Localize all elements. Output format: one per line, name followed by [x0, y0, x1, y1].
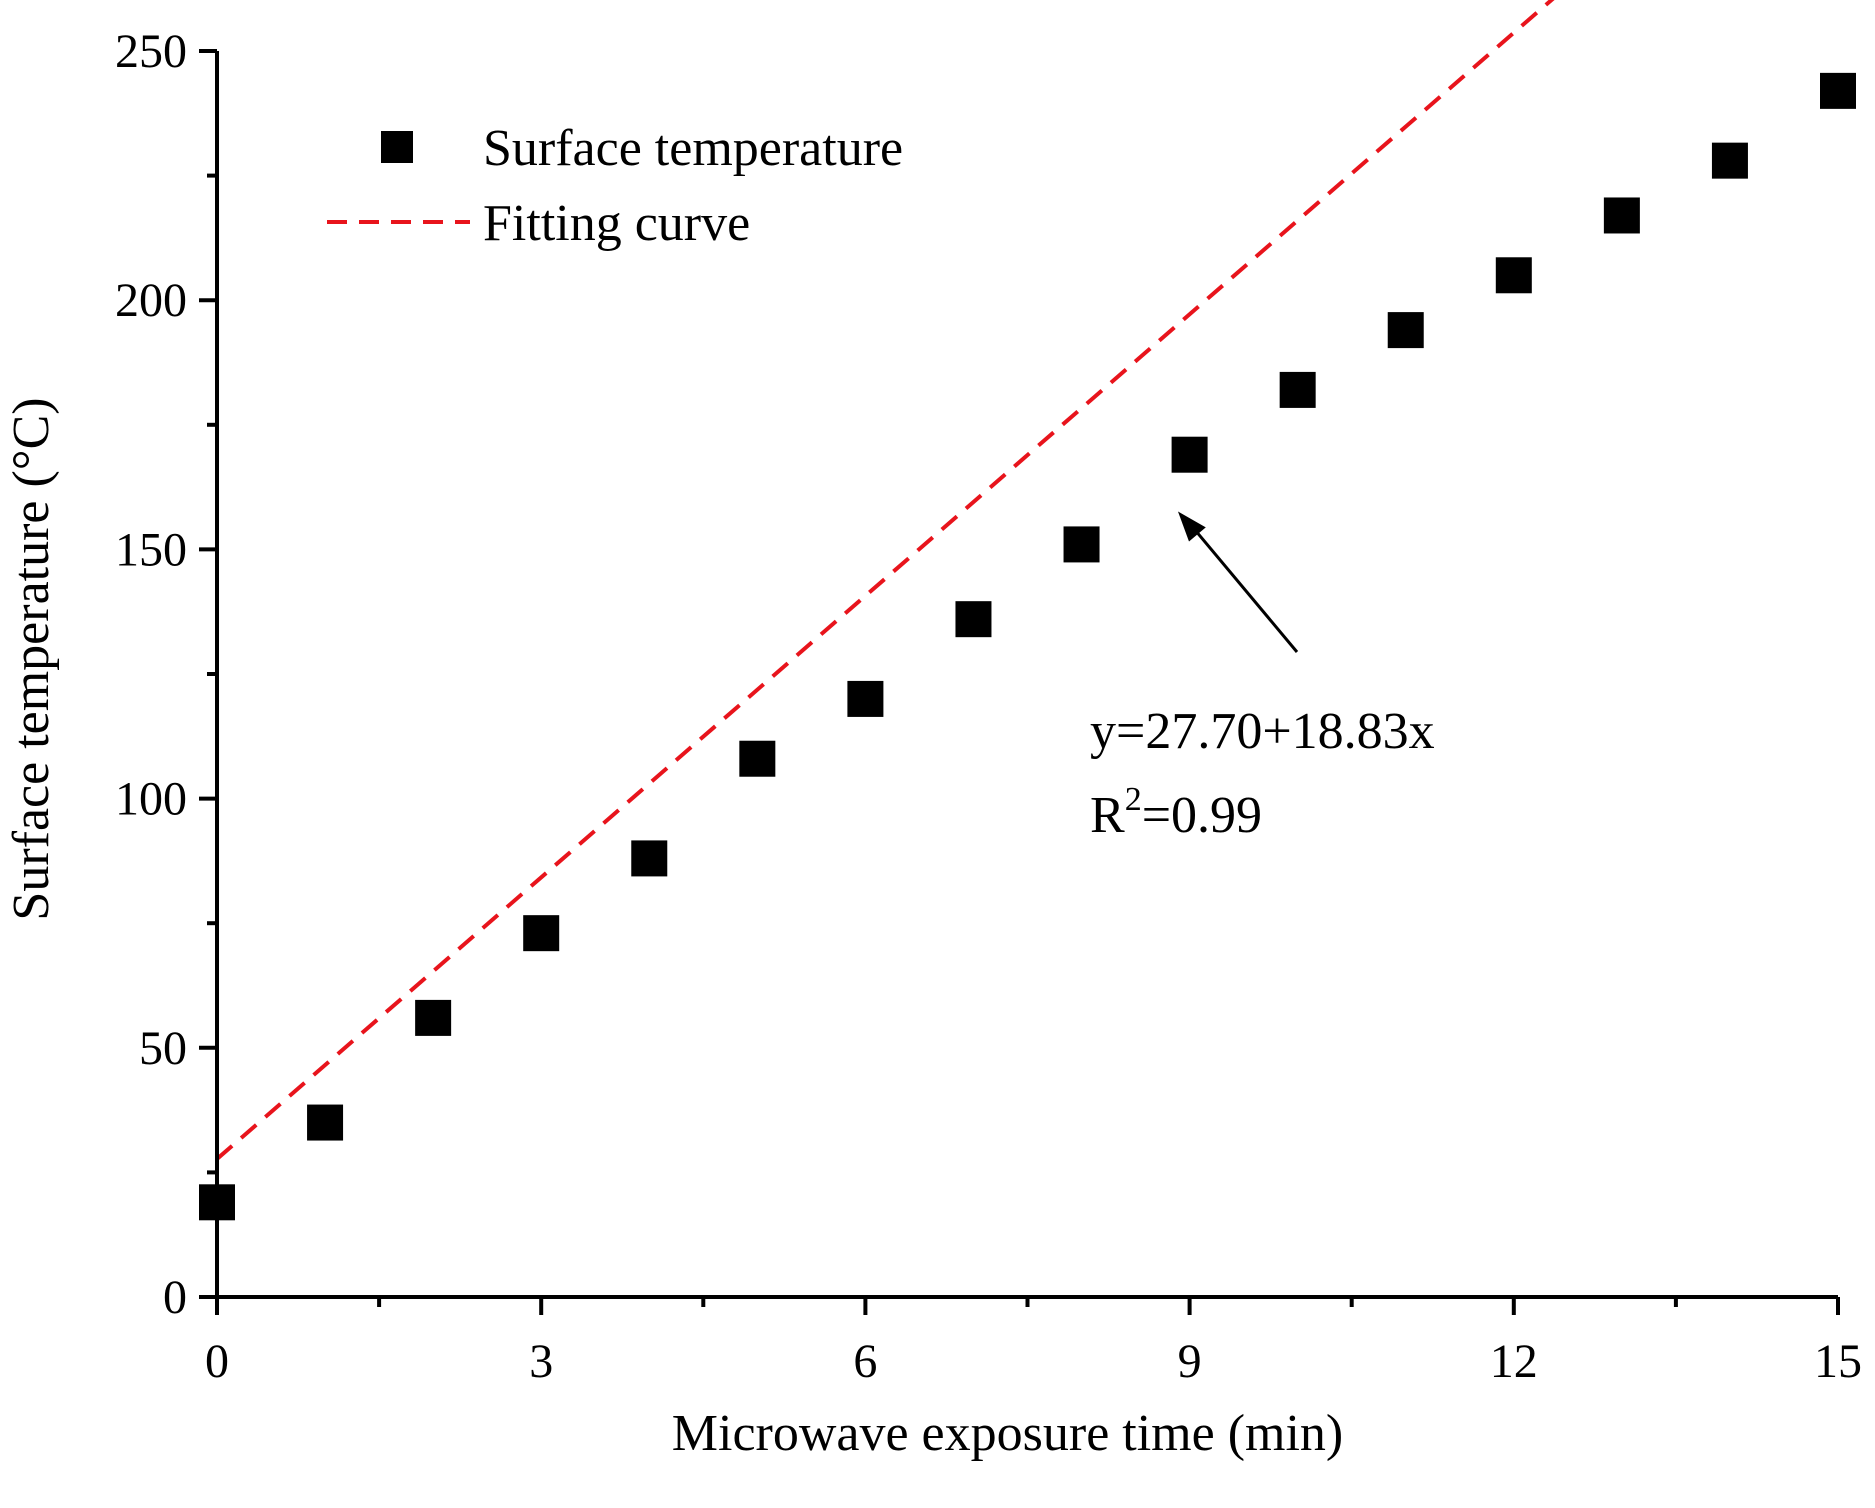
y-tick-label: 250 — [115, 25, 187, 78]
data-point — [1387, 312, 1424, 349]
data-point — [847, 680, 884, 717]
y-axis-title: Surface temperature (°C) — [3, 397, 60, 920]
points-layer — [199, 72, 1856, 1221]
data-point — [631, 840, 668, 877]
annotation-arrow — [1186, 520, 1299, 653]
data-point — [523, 915, 560, 952]
fit-line — [215, 0, 1555, 1161]
fit-equation: y=27.70+18.83x — [1090, 703, 1435, 760]
x-tick-label: 9 — [1178, 1335, 1202, 1388]
data-point — [307, 1104, 344, 1141]
legend: Surface temperature Fitting curve — [327, 120, 903, 252]
x-axis-title: Microwave exposure time (min) — [672, 1405, 1343, 1462]
legend-label-surface-temperature: Surface temperature — [483, 120, 903, 177]
data-point — [1063, 526, 1100, 563]
data-point — [739, 740, 776, 777]
fit-annotation: y=27.70+18.83x R2=0.99 — [1090, 511, 1435, 844]
y-tick-label: 0 — [163, 1271, 187, 1324]
data-point — [1495, 257, 1532, 294]
r2-superscript: 2 — [1125, 781, 1142, 818]
data-point — [955, 601, 992, 638]
x-tick-label: 3 — [529, 1335, 553, 1388]
x-tick-label: 15 — [1814, 1335, 1862, 1388]
x-tick-label: 6 — [853, 1335, 877, 1388]
r2-value: =0.99 — [1142, 787, 1262, 844]
x-tick-label: 0 — [205, 1335, 229, 1388]
fit-layer — [215, 0, 1555, 1161]
y-tick-label: 150 — [115, 523, 187, 576]
fit-r-squared: R2=0.99 — [1090, 781, 1262, 844]
data-point — [1820, 72, 1856, 109]
legend-marker-surface-temperature — [381, 131, 413, 163]
annotation-arrow-head — [1177, 511, 1206, 542]
data-point — [1279, 371, 1316, 408]
y-axis-ticks: 0 50 100 150 200 250 — [115, 25, 217, 1324]
r2-prefix: R — [1090, 787, 1125, 844]
y-tick-label: 50 — [139, 1022, 187, 1075]
data-point — [415, 999, 452, 1036]
y-tick-label: 200 — [115, 274, 187, 327]
x-tick-label: 12 — [1490, 1335, 1538, 1388]
x-axis-ticks: 0 3 6 9 12 15 — [205, 1297, 1862, 1388]
data-point — [1711, 142, 1748, 179]
data-point — [1603, 197, 1640, 234]
legend-label-fitting-curve: Fitting curve — [483, 195, 750, 252]
data-point — [1171, 436, 1208, 473]
y-tick-label: 100 — [115, 773, 187, 826]
